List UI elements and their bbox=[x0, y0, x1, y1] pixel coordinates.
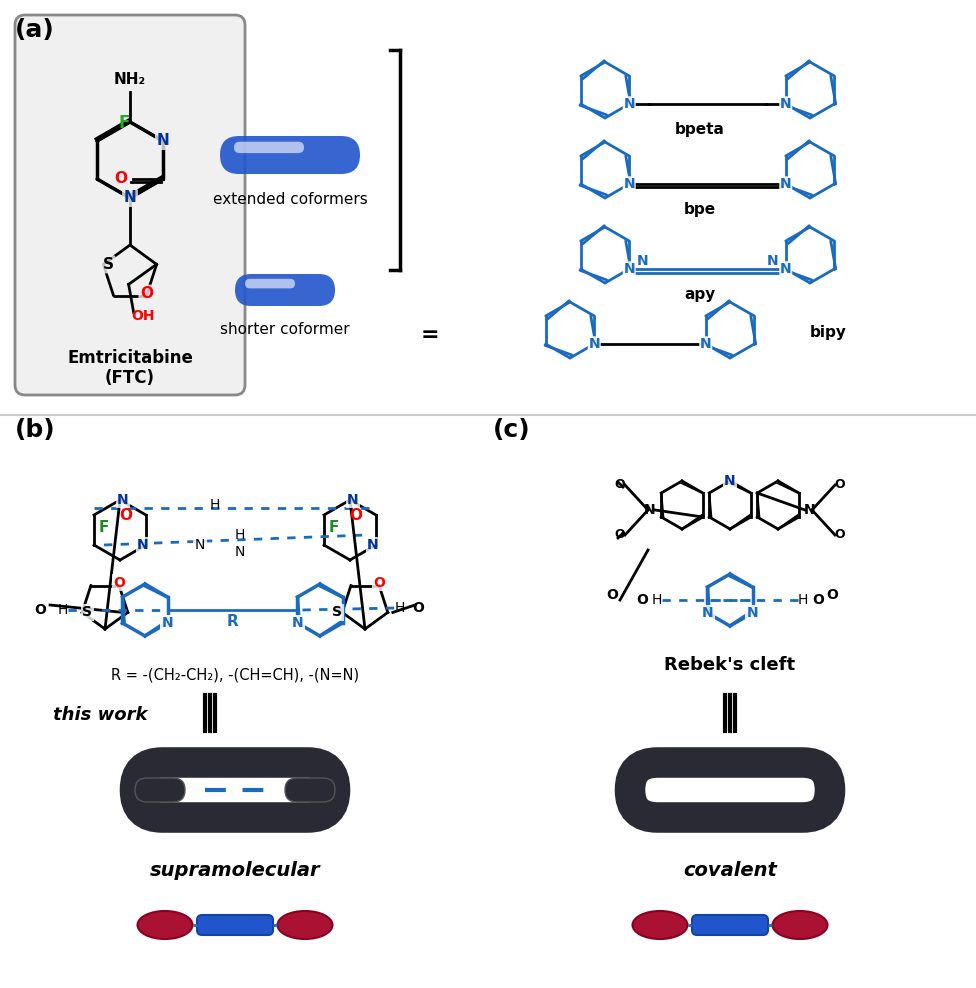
Text: N: N bbox=[804, 503, 816, 517]
Text: N: N bbox=[347, 493, 359, 507]
Text: O: O bbox=[834, 478, 845, 491]
Text: N: N bbox=[162, 616, 174, 630]
FancyBboxPatch shape bbox=[692, 915, 768, 935]
Text: NH₂: NH₂ bbox=[114, 72, 146, 88]
Text: O: O bbox=[615, 478, 626, 491]
Text: shorter coformer: shorter coformer bbox=[221, 322, 349, 338]
Text: O: O bbox=[615, 529, 626, 541]
Text: H: H bbox=[797, 593, 808, 607]
FancyBboxPatch shape bbox=[15, 15, 245, 395]
Text: Emtricitabine
(FTC): Emtricitabine (FTC) bbox=[67, 349, 193, 387]
Text: O: O bbox=[34, 603, 46, 617]
Text: N: N bbox=[624, 177, 635, 191]
Text: N: N bbox=[195, 538, 205, 552]
Text: N: N bbox=[780, 262, 792, 276]
Text: bipy: bipy bbox=[810, 325, 847, 341]
Text: O: O bbox=[812, 593, 824, 607]
Text: O: O bbox=[412, 601, 424, 615]
Text: OH: OH bbox=[131, 309, 154, 323]
Text: H: H bbox=[235, 528, 245, 542]
Text: N: N bbox=[724, 474, 736, 488]
Text: N: N bbox=[124, 191, 137, 206]
Text: extended coformers: extended coformers bbox=[213, 193, 367, 207]
Text: apy: apy bbox=[684, 288, 715, 302]
Text: O: O bbox=[636, 593, 648, 607]
Text: H: H bbox=[58, 603, 68, 617]
Text: O: O bbox=[373, 576, 386, 590]
Text: O: O bbox=[826, 588, 838, 602]
Text: this work: this work bbox=[53, 706, 147, 724]
Text: R: R bbox=[226, 615, 238, 629]
Text: O: O bbox=[834, 529, 845, 541]
Text: N: N bbox=[702, 606, 713, 620]
Text: (a): (a) bbox=[15, 18, 55, 42]
FancyBboxPatch shape bbox=[220, 136, 360, 174]
Text: bpe: bpe bbox=[684, 203, 716, 217]
Text: N: N bbox=[780, 97, 792, 111]
Text: F: F bbox=[118, 114, 130, 132]
FancyBboxPatch shape bbox=[135, 778, 185, 802]
Text: N: N bbox=[624, 262, 635, 276]
Text: O: O bbox=[606, 588, 618, 602]
Text: N: N bbox=[767, 254, 779, 268]
Ellipse shape bbox=[632, 911, 687, 939]
Text: N: N bbox=[636, 254, 648, 268]
Text: (c): (c) bbox=[493, 418, 531, 442]
Text: S: S bbox=[332, 606, 343, 619]
Text: O: O bbox=[119, 508, 133, 523]
Text: covalent: covalent bbox=[683, 861, 777, 879]
Ellipse shape bbox=[277, 911, 333, 939]
FancyBboxPatch shape bbox=[234, 141, 304, 153]
Text: H: H bbox=[210, 498, 221, 512]
Text: (b): (b) bbox=[15, 418, 56, 442]
Text: N: N bbox=[747, 606, 758, 620]
Text: R = -(CH₂-CH₂), -(CH=CH), -(N=N): R = -(CH₂-CH₂), -(CH=CH), -(N=N) bbox=[111, 668, 359, 683]
Text: N: N bbox=[117, 493, 129, 507]
Text: N: N bbox=[235, 545, 245, 559]
FancyBboxPatch shape bbox=[285, 778, 335, 802]
Text: O: O bbox=[140, 287, 153, 301]
Text: H: H bbox=[652, 593, 662, 607]
Text: bpeta: bpeta bbox=[675, 123, 725, 137]
Ellipse shape bbox=[772, 911, 828, 939]
FancyBboxPatch shape bbox=[235, 274, 335, 306]
Text: N: N bbox=[589, 337, 600, 351]
Text: F: F bbox=[99, 520, 109, 535]
Text: H: H bbox=[395, 601, 405, 615]
Text: =: = bbox=[421, 325, 439, 345]
Ellipse shape bbox=[138, 911, 192, 939]
Text: N: N bbox=[367, 538, 379, 552]
Text: N: N bbox=[644, 503, 656, 517]
Text: supramolecular: supramolecular bbox=[149, 861, 320, 879]
FancyBboxPatch shape bbox=[245, 279, 295, 288]
Text: F: F bbox=[329, 520, 340, 535]
Text: N: N bbox=[292, 616, 304, 630]
Text: N: N bbox=[138, 538, 148, 552]
Text: O: O bbox=[349, 508, 362, 523]
Text: S: S bbox=[102, 257, 114, 272]
Text: N: N bbox=[700, 337, 712, 351]
FancyBboxPatch shape bbox=[197, 915, 273, 935]
Text: S: S bbox=[82, 606, 92, 619]
Text: Rebek's cleft: Rebek's cleft bbox=[665, 656, 795, 674]
Text: N: N bbox=[624, 97, 635, 111]
Text: O: O bbox=[113, 576, 125, 590]
Text: O: O bbox=[114, 172, 128, 187]
Text: N: N bbox=[156, 133, 169, 148]
Text: N: N bbox=[780, 177, 792, 191]
